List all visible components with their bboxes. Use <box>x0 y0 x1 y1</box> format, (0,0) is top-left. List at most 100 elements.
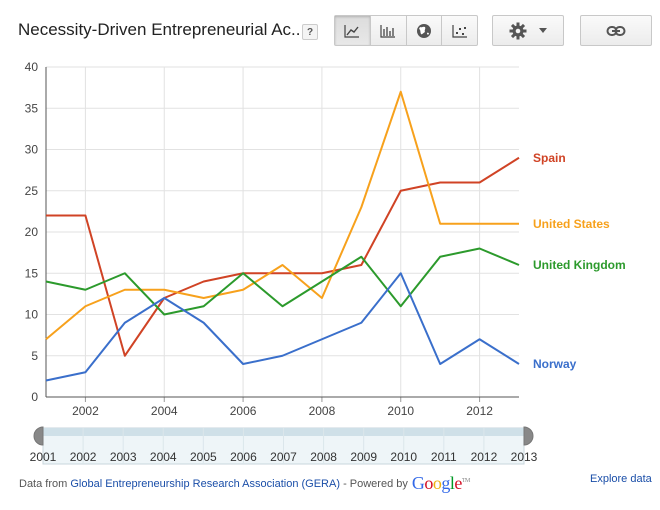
data-point[interactable] <box>396 87 406 97</box>
data-point[interactable] <box>475 244 485 254</box>
slider-year-label: 2005 <box>190 450 217 464</box>
globe-icon <box>416 23 431 38</box>
y-tick-label: 30 <box>25 143 39 157</box>
data-point[interactable] <box>514 153 524 163</box>
x-tick-label: 2008 <box>309 404 336 418</box>
data-point[interactable] <box>278 351 288 361</box>
slider-start-handle[interactable] <box>33 426 44 446</box>
data-point[interactable] <box>356 202 366 212</box>
data-point[interactable] <box>514 260 524 270</box>
data-point[interactable] <box>80 301 90 311</box>
bar-chart-icon <box>380 24 396 38</box>
y-tick-label: 5 <box>31 349 38 363</box>
series-label[interactable]: United Kingdom <box>533 258 626 272</box>
data-point[interactable] <box>435 219 445 229</box>
data-point[interactable] <box>396 186 406 196</box>
series-label[interactable]: United States <box>533 217 610 231</box>
scatter-chart-button[interactable] <box>442 16 477 45</box>
slider-year-label: 2012 <box>471 450 498 464</box>
data-point[interactable] <box>317 277 327 287</box>
source-link[interactable]: Global Entrepreneurship Research Associa… <box>70 477 340 490</box>
y-tick-label: 35 <box>25 101 39 115</box>
range-slider[interactable]: 2001 2002 2003 2004 2005 2006 2007 2008 2009 2010… <box>30 426 538 465</box>
link-button[interactable] <box>580 15 652 46</box>
chart-series <box>41 87 524 386</box>
series-line-united-states[interactable] <box>45 90 519 341</box>
data-point[interactable] <box>120 351 130 361</box>
slider-year-label: 2013 <box>511 450 538 464</box>
data-point[interactable] <box>80 211 90 221</box>
explore-data-link[interactable]: Explore data <box>590 473 652 485</box>
data-point[interactable] <box>278 301 288 311</box>
data-point[interactable] <box>80 285 90 295</box>
series-label[interactable]: Spain <box>533 151 566 165</box>
data-point[interactable] <box>356 252 366 262</box>
data-point[interactable] <box>41 277 51 287</box>
source-prefix: Data from <box>19 477 68 490</box>
data-point[interactable] <box>396 268 406 278</box>
data-point[interactable] <box>435 252 445 262</box>
data-point[interactable] <box>159 310 169 320</box>
series-labels: Spain United States United Kingdom Norway <box>533 151 626 371</box>
x-tick-label: 2012 <box>466 404 493 418</box>
chart-grid <box>46 66 519 398</box>
scatter-chart-icon <box>452 24 467 38</box>
line-chart-icon <box>344 24 360 38</box>
data-point[interactable] <box>317 293 327 303</box>
map-chart-button[interactable] <box>407 16 443 45</box>
data-point[interactable] <box>396 301 406 311</box>
data-point[interactable] <box>238 268 248 278</box>
slider-year-label: 2003 <box>110 450 137 464</box>
data-point[interactable] <box>435 359 445 369</box>
slider-year-label: 2001 <box>30 450 57 464</box>
bar-chart-button[interactable] <box>371 16 407 45</box>
slider-year-label: 2002 <box>70 450 97 464</box>
powered-by-text: - Powered by <box>343 477 408 490</box>
slider-year-label: 2008 <box>310 450 337 464</box>
series-line-spain[interactable] <box>46 156 520 357</box>
data-point[interactable] <box>41 211 51 221</box>
data-point[interactable] <box>475 219 485 229</box>
slider-year-label: 2011 <box>431 450 457 464</box>
data-point[interactable] <box>475 334 485 344</box>
data-point[interactable] <box>238 285 248 295</box>
data-point[interactable] <box>41 334 51 344</box>
x-tick-label: 2002 <box>72 404 99 418</box>
help-button[interactable]: ? <box>302 24 318 40</box>
data-point[interactable] <box>356 318 366 328</box>
link-icon <box>606 25 626 36</box>
slider-year-label: 2009 <box>350 450 377 464</box>
line-chart-button[interactable] <box>335 16 371 45</box>
y-tick-label: 40 <box>25 60 39 74</box>
series-line-united-kingdom[interactable] <box>45 247 520 316</box>
data-point[interactable] <box>475 178 485 188</box>
data-point[interactable] <box>317 334 327 344</box>
data-point[interactable] <box>120 318 130 328</box>
data-point[interactable] <box>120 268 130 278</box>
data-point[interactable] <box>120 285 130 295</box>
data-point[interactable] <box>435 178 445 188</box>
data-point[interactable] <box>41 376 51 386</box>
data-point[interactable] <box>238 359 248 369</box>
slider-end-handle[interactable] <box>523 426 534 446</box>
data-point[interactable] <box>159 293 169 303</box>
data-point[interactable] <box>514 219 524 229</box>
y-tick-label: 0 <box>31 390 38 404</box>
data-point[interactable] <box>199 318 209 328</box>
data-point[interactable] <box>278 260 288 270</box>
series-line-norway[interactable] <box>45 272 520 382</box>
slider-year-label: 2004 <box>150 450 177 464</box>
y-tick-label: 15 <box>25 266 39 280</box>
slider-year-label: 2007 <box>270 450 297 464</box>
data-point[interactable] <box>199 277 209 287</box>
x-tick-label: 2010 <box>387 404 414 418</box>
source-attribution: Data from Global Entrepreneurship Resear… <box>19 473 470 494</box>
x-tick-label: 2004 <box>151 404 178 418</box>
settings-button[interactable] <box>492 15 564 46</box>
chart-type-toolbar <box>334 15 478 46</box>
series-label[interactable]: Norway <box>533 357 577 371</box>
data-point[interactable] <box>80 367 90 377</box>
data-point[interactable] <box>514 359 524 369</box>
x-tick-label: 2006 <box>230 404 257 418</box>
data-point[interactable] <box>199 301 209 311</box>
